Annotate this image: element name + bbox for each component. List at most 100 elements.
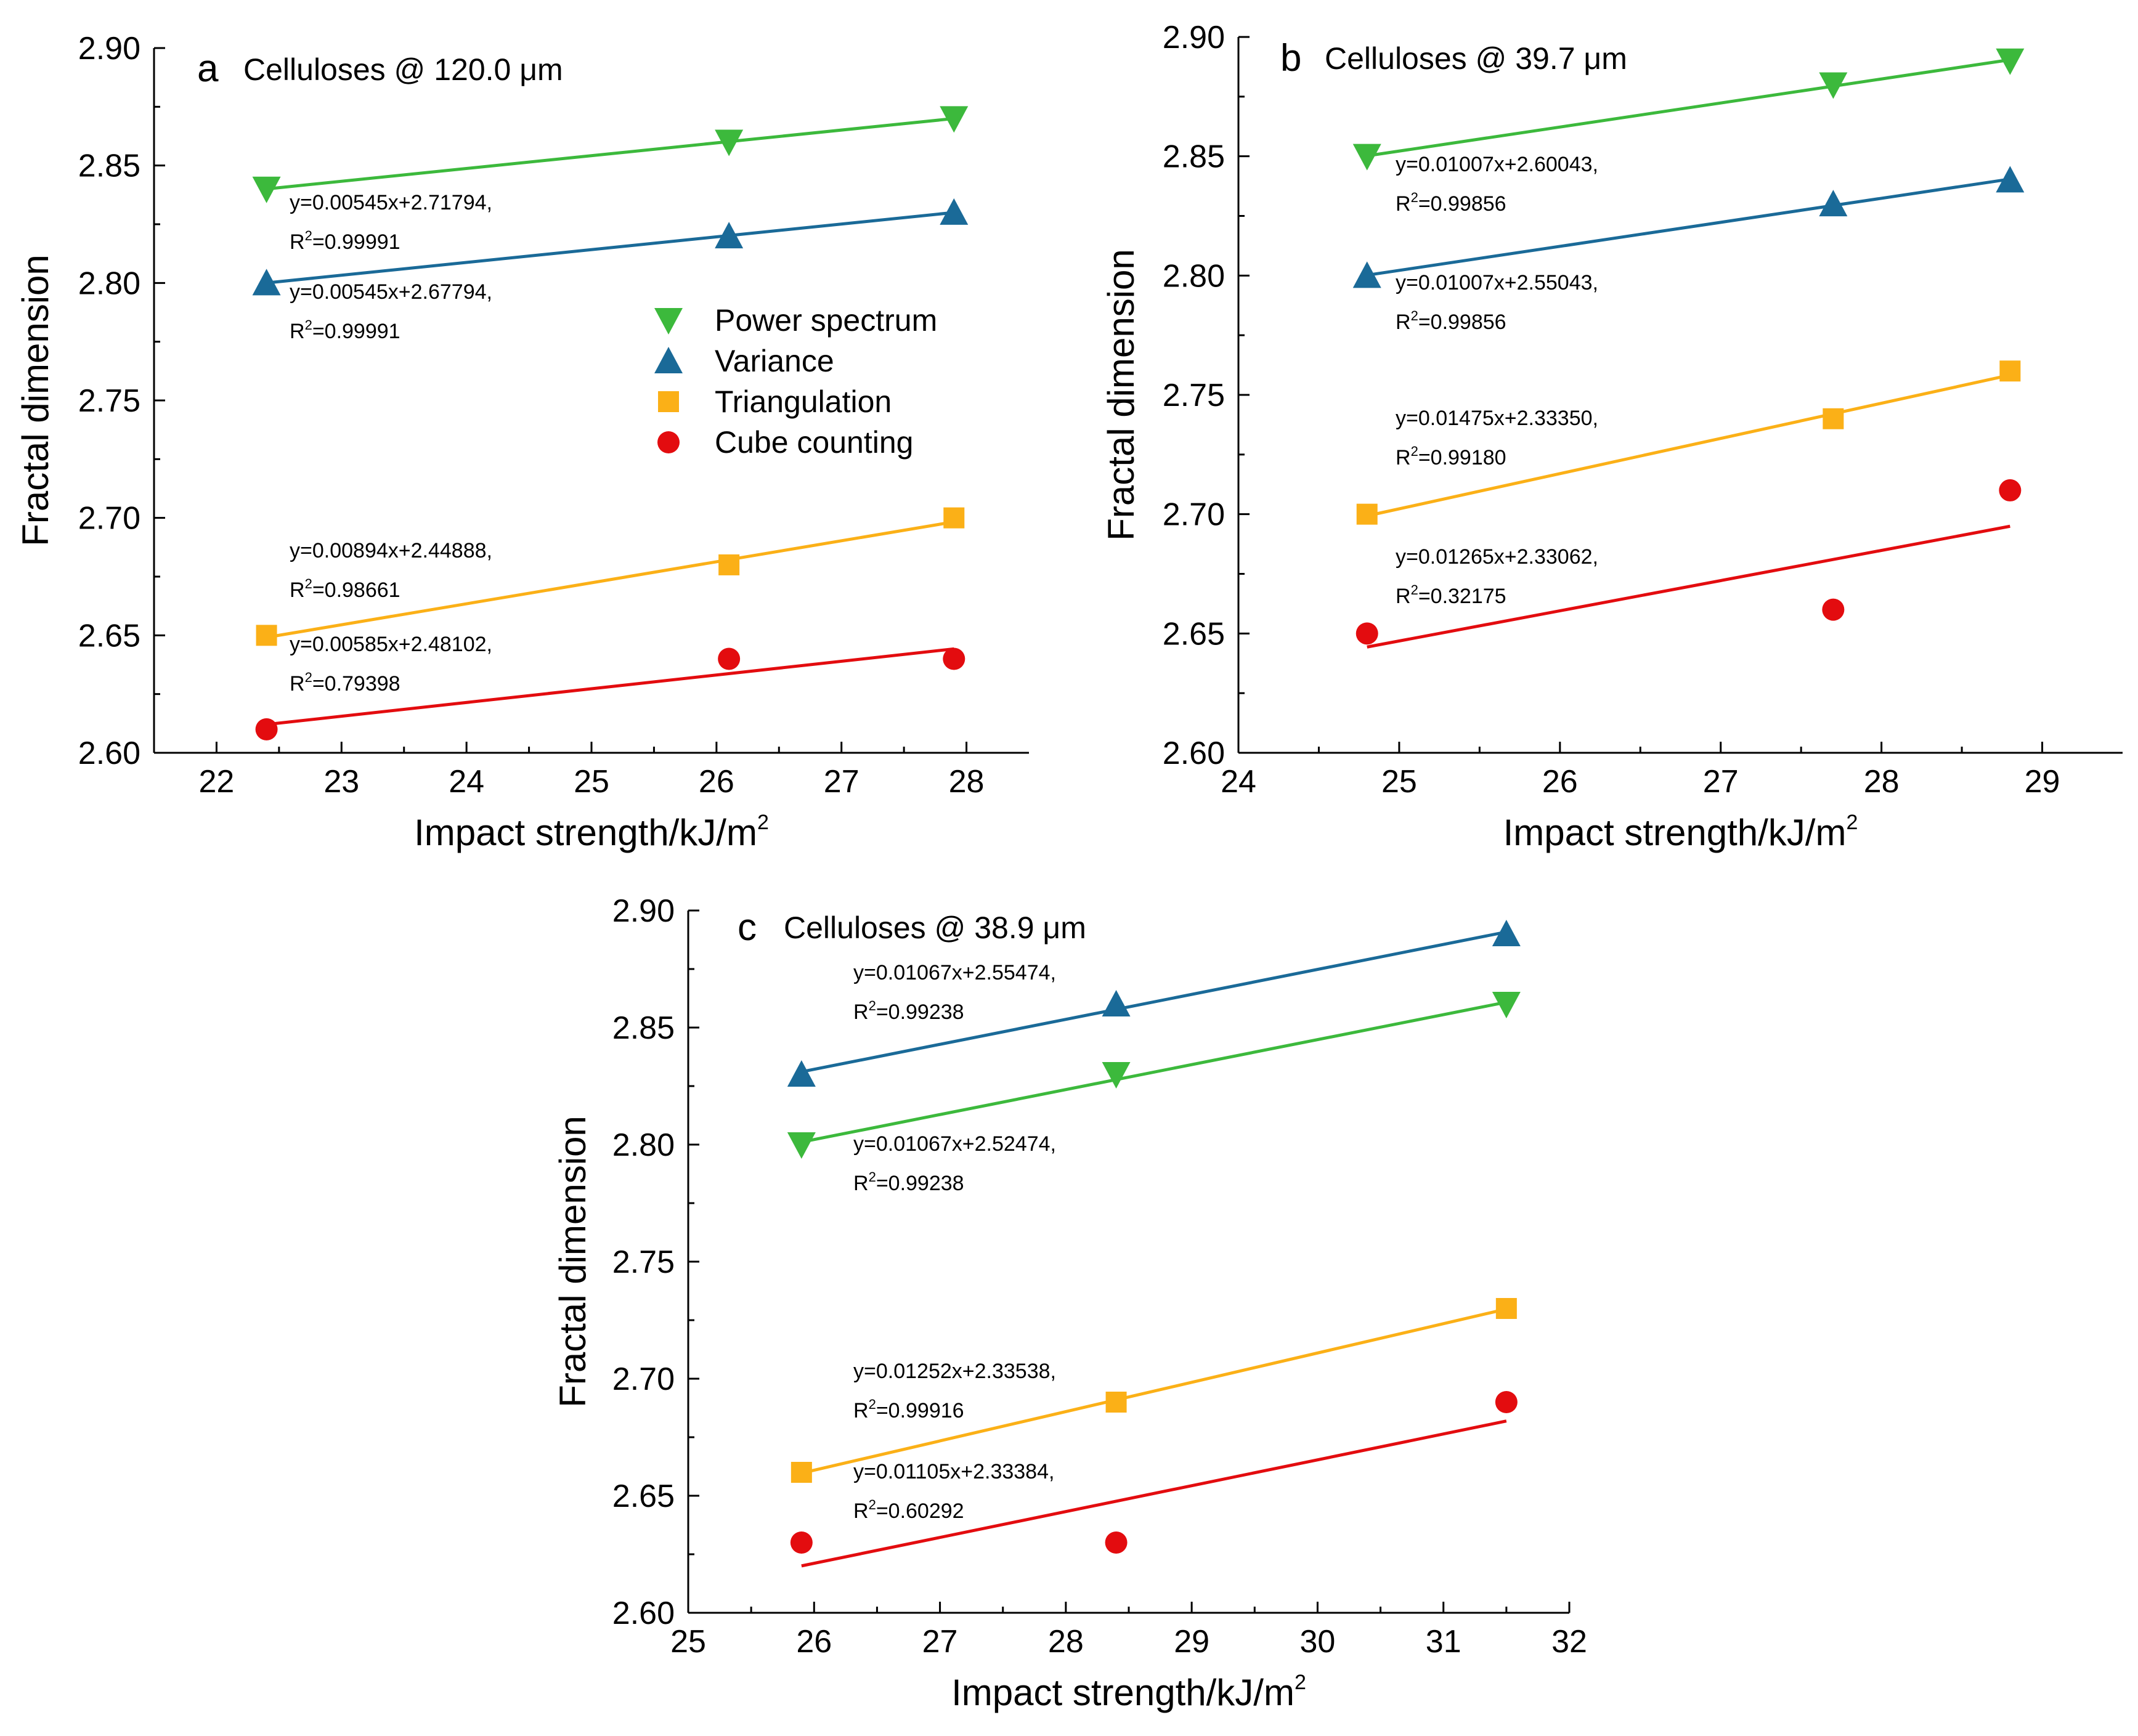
series-cube — [255, 647, 965, 740]
data-point-cube — [255, 718, 278, 740]
data-point-variance — [252, 269, 281, 296]
r-squared-value: =0.60292 — [876, 1499, 964, 1523]
x-tick-label: 30 — [1300, 1624, 1336, 1660]
r-squared-sup: 2 — [1411, 444, 1418, 459]
r-squared-value: =0.99991 — [312, 230, 400, 254]
data-point-variance — [940, 198, 969, 225]
r-squared-value: =0.99238 — [876, 1000, 964, 1024]
y-tick-label: 2.85 — [78, 148, 140, 184]
y-tick-label: 2.80 — [78, 266, 140, 301]
data-point-cube — [1999, 479, 2022, 501]
data-point-power — [1352, 144, 1381, 171]
fit-equation: y=0.01007x+2.55043, — [1396, 271, 1598, 294]
r-squared: R2=0.99238 — [853, 998, 964, 1024]
data-point-variance — [1996, 166, 2025, 193]
x-axis-label: Impact strength/kJ/m2 — [951, 1671, 1306, 1713]
legend-marker-variance — [654, 347, 683, 373]
y-tick-label: 2.85 — [1163, 139, 1225, 175]
r-squared-symbol: R — [853, 1172, 869, 1195]
data-point-power — [940, 106, 969, 133]
series-variance — [787, 920, 1521, 1087]
x-axis-label: Impact strength/kJ/m2 — [1503, 811, 1858, 853]
data-point-variance — [1819, 190, 1848, 217]
fit-equation: y=0.00585x+2.48102, — [290, 633, 492, 656]
legend-label-triangulation: Triangulation — [715, 384, 892, 419]
x-axis-label-superscript: 2 — [1846, 811, 1858, 834]
data-point-triangulation — [791, 1462, 812, 1483]
series-triangulation — [256, 507, 965, 646]
y-axis-label: Fractal dimension — [552, 1116, 593, 1408]
fit-line-triangulation — [266, 520, 954, 639]
data-point-triangulation — [1999, 360, 2021, 382]
x-tick-label: 23 — [323, 764, 359, 800]
y-tick-label: 2.60 — [78, 736, 140, 771]
fit-equation: y=0.01475x+2.33350, — [1396, 407, 1598, 430]
data-point-triangulation — [256, 625, 277, 646]
x-tick-label: 31 — [1426, 1624, 1461, 1660]
data-point-power — [715, 129, 744, 156]
legend: Power spectrum Variance Triangulation Cube … — [654, 303, 937, 460]
data-point-power — [1492, 992, 1521, 1018]
data-point-cube — [1105, 1531, 1128, 1554]
r-squared-sup: 2 — [305, 576, 312, 591]
data-point-variance — [1352, 261, 1381, 288]
r-squared-symbol: R — [1396, 310, 1411, 334]
r-squared-value: =0.99916 — [876, 1399, 964, 1422]
data-point-power — [1102, 1062, 1131, 1089]
y-tick-label: 2.70 — [612, 1361, 675, 1397]
r-squared-value: =0.99856 — [1418, 310, 1506, 334]
fit-line-variance — [266, 211, 954, 285]
series-variance — [1352, 166, 2025, 288]
data-point-triangulation — [943, 507, 965, 529]
data-point-triangulation — [718, 554, 740, 575]
x-tick-label: 28 — [1864, 764, 1900, 800]
fit-line-triangulation — [801, 1307, 1507, 1475]
fit-line-cube — [801, 1419, 1507, 1568]
x-tick-label: 26 — [796, 1624, 832, 1660]
fit-equation: y=0.01007x+2.60043, — [1396, 153, 1598, 176]
r-squared: R2=0.99856 — [1396, 190, 1506, 216]
data-point-triangulation — [1105, 1392, 1127, 1413]
r-squared-value: =0.99856 — [1418, 192, 1506, 216]
data-point-cube — [1495, 1391, 1518, 1413]
panel-label: c — [738, 906, 757, 949]
y-tick-label: 2.90 — [612, 893, 675, 929]
data-point-power — [1819, 72, 1848, 99]
y-tick-label: 2.70 — [1163, 497, 1225, 533]
r-squared-value: =0.98661 — [312, 578, 400, 602]
r-squared: R2=0.98661 — [290, 576, 400, 602]
series-power — [252, 106, 969, 203]
series-power — [787, 992, 1521, 1159]
r-squared: R2=0.99991 — [290, 317, 400, 343]
fit-line-triangulation — [1367, 373, 2010, 517]
x-tick-label: 22 — [199, 764, 235, 800]
panel-c: 2.60 2.65 2.70 2.75 2.80 2.85 2.90 25 26 27 28 29 30… — [552, 893, 1587, 1713]
x-axis-label-text: Impact strength/kJ/m — [414, 812, 757, 853]
r-squared-symbol: R — [290, 672, 305, 696]
r-squared-value: =0.32175 — [1418, 585, 1506, 608]
legend-label-cube: Cube counting — [715, 425, 913, 460]
y-tick-label: 2.65 — [78, 618, 140, 654]
y-tick-label: 2.60 — [1163, 736, 1225, 771]
series-triangulation — [1356, 360, 2021, 525]
x-tick-label: 24 — [449, 764, 484, 800]
panel-label: b — [1280, 37, 1301, 79]
x-tick-label: 27 — [824, 764, 860, 800]
fit-line-cube — [266, 647, 954, 726]
r-squared-symbol: R — [1396, 192, 1411, 216]
r-squared-value: =0.99238 — [876, 1172, 964, 1195]
panel-title: Celluloses @ 39.7 μm — [1325, 41, 1627, 76]
legend-marker-cube — [657, 431, 680, 453]
fit-line-cube — [1367, 524, 2010, 649]
fit-equation: y=0.01067x+2.55474, — [853, 961, 1056, 984]
x-axis-label-text: Impact strength/kJ/m — [951, 1672, 1295, 1713]
y-tick-label: 2.70 — [78, 501, 140, 537]
series-variance — [252, 198, 969, 296]
r-squared-symbol: R — [290, 320, 305, 343]
r-squared-sup: 2 — [305, 228, 312, 243]
r-squared: R2=0.99856 — [1396, 308, 1506, 334]
y-tick-label: 2.85 — [612, 1010, 675, 1046]
data-point-triangulation — [1823, 408, 1844, 429]
fit-line-power — [266, 116, 954, 191]
